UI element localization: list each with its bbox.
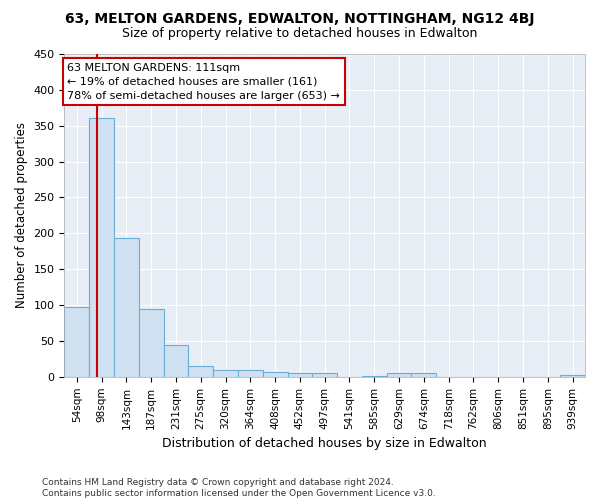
Bar (263, 372, 287, 377)
Bar (287, 372, 313, 377)
Bar (64, 307, 89, 377)
Text: Contains HM Land Registry data © Crown copyright and database right 2024.
Contai: Contains HM Land Registry data © Crown c… (42, 478, 436, 498)
Bar (164, 344, 188, 377)
Bar (89, 118, 114, 377)
Bar (362, 376, 386, 377)
Bar (560, 374, 585, 377)
Bar (114, 238, 139, 377)
Y-axis label: Number of detached properties: Number of detached properties (15, 122, 28, 308)
Bar (139, 308, 164, 377)
Text: Size of property relative to detached houses in Edwalton: Size of property relative to detached ho… (122, 28, 478, 40)
Bar (313, 373, 337, 377)
X-axis label: Distribution of detached houses by size in Edwalton: Distribution of detached houses by size … (163, 437, 487, 450)
Bar (386, 373, 412, 377)
Text: 63, MELTON GARDENS, EDWALTON, NOTTINGHAM, NG12 4BJ: 63, MELTON GARDENS, EDWALTON, NOTTINGHAM… (65, 12, 535, 26)
Text: 63 MELTON GARDENS: 111sqm
← 19% of detached houses are smaller (161)
78% of semi: 63 MELTON GARDENS: 111sqm ← 19% of detac… (67, 62, 340, 100)
Bar (238, 370, 263, 377)
Bar (213, 370, 238, 377)
Bar (188, 366, 213, 377)
Bar (412, 373, 436, 377)
